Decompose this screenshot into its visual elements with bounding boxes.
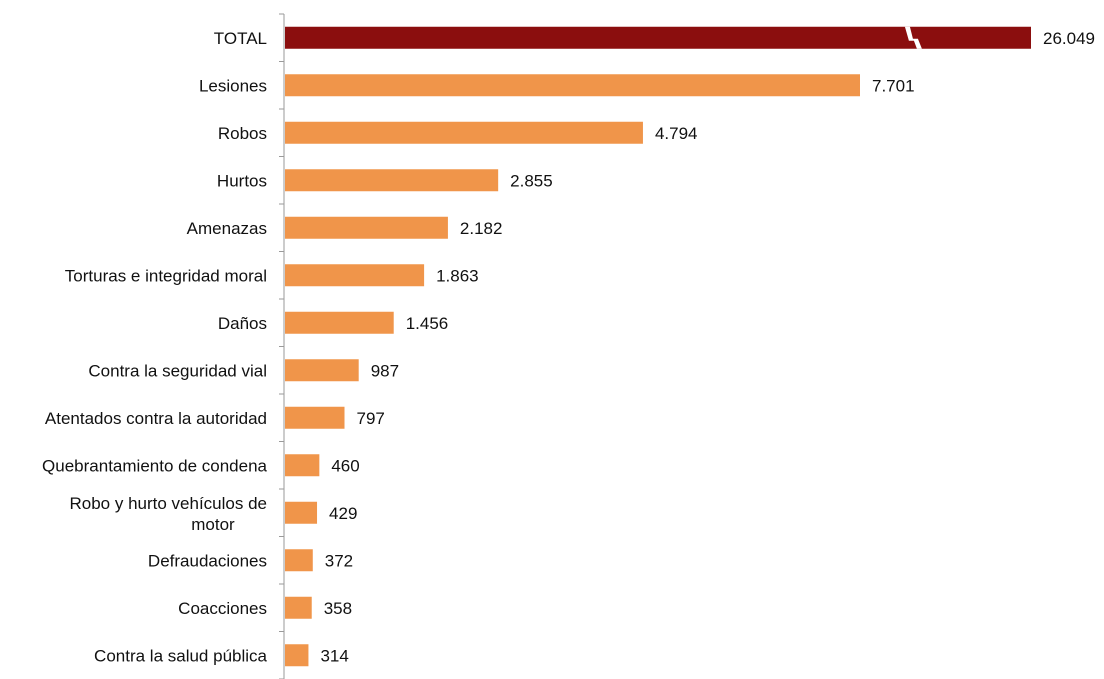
category-label: Lesiones [199,76,267,95]
category-axis [279,13,285,679]
category-label: Robo y hurto vehículos de motor [69,494,267,534]
bar [285,501,318,524]
category-label: Robos [218,124,267,143]
value-label: 2.855 [510,171,553,190]
value-label: 7.701 [872,76,915,95]
bars-group [285,26,1031,667]
value-label: 1.863 [436,266,479,285]
bar [285,406,345,429]
value-label: 460 [331,456,359,475]
bar [285,359,359,382]
bar [285,596,312,619]
category-label: Amenazas [187,219,267,238]
bar [285,549,313,572]
bar [285,454,320,477]
value-label: 797 [357,409,385,428]
value-label: 314 [320,646,348,665]
category-label: Coacciones [178,599,267,618]
bar [285,26,1031,49]
category-label: Torturas e integridad moral [65,266,267,285]
bar [285,311,394,334]
value-label: 358 [324,599,352,618]
value-label: 2.182 [460,219,503,238]
bar [285,169,499,192]
bar [285,264,425,287]
value-label: 429 [329,504,357,523]
category-label: Hurtos [217,171,267,190]
axis-break-marker [904,26,922,49]
value-label: 26.049 [1043,29,1095,48]
category-label: TOTAL [214,29,267,48]
category-label: Quebrantamiento de condena [42,456,267,475]
value-label: 372 [325,551,353,570]
value-label: 1.456 [406,314,449,333]
value-label: 987 [371,361,399,380]
category-labels: TOTAL Lesiones Robos Hurtos Amenazas Torturas… [42,29,267,666]
bar [285,644,309,667]
category-label: Defraudaciones [148,551,267,570]
category-label: Daños [218,314,267,333]
value-label: 4.794 [655,124,698,143]
category-label: Contra la salud pública [94,646,267,665]
category-label: Contra la seguridad vial [88,361,267,380]
bar [285,121,643,144]
value-labels: 26.049 7.701 4.794 2.855 2.182 1.863 1.456 987 7… [320,29,1095,666]
bar [285,74,860,97]
category-label: Atentados contra la autoridad [45,409,267,428]
bar [285,216,448,239]
